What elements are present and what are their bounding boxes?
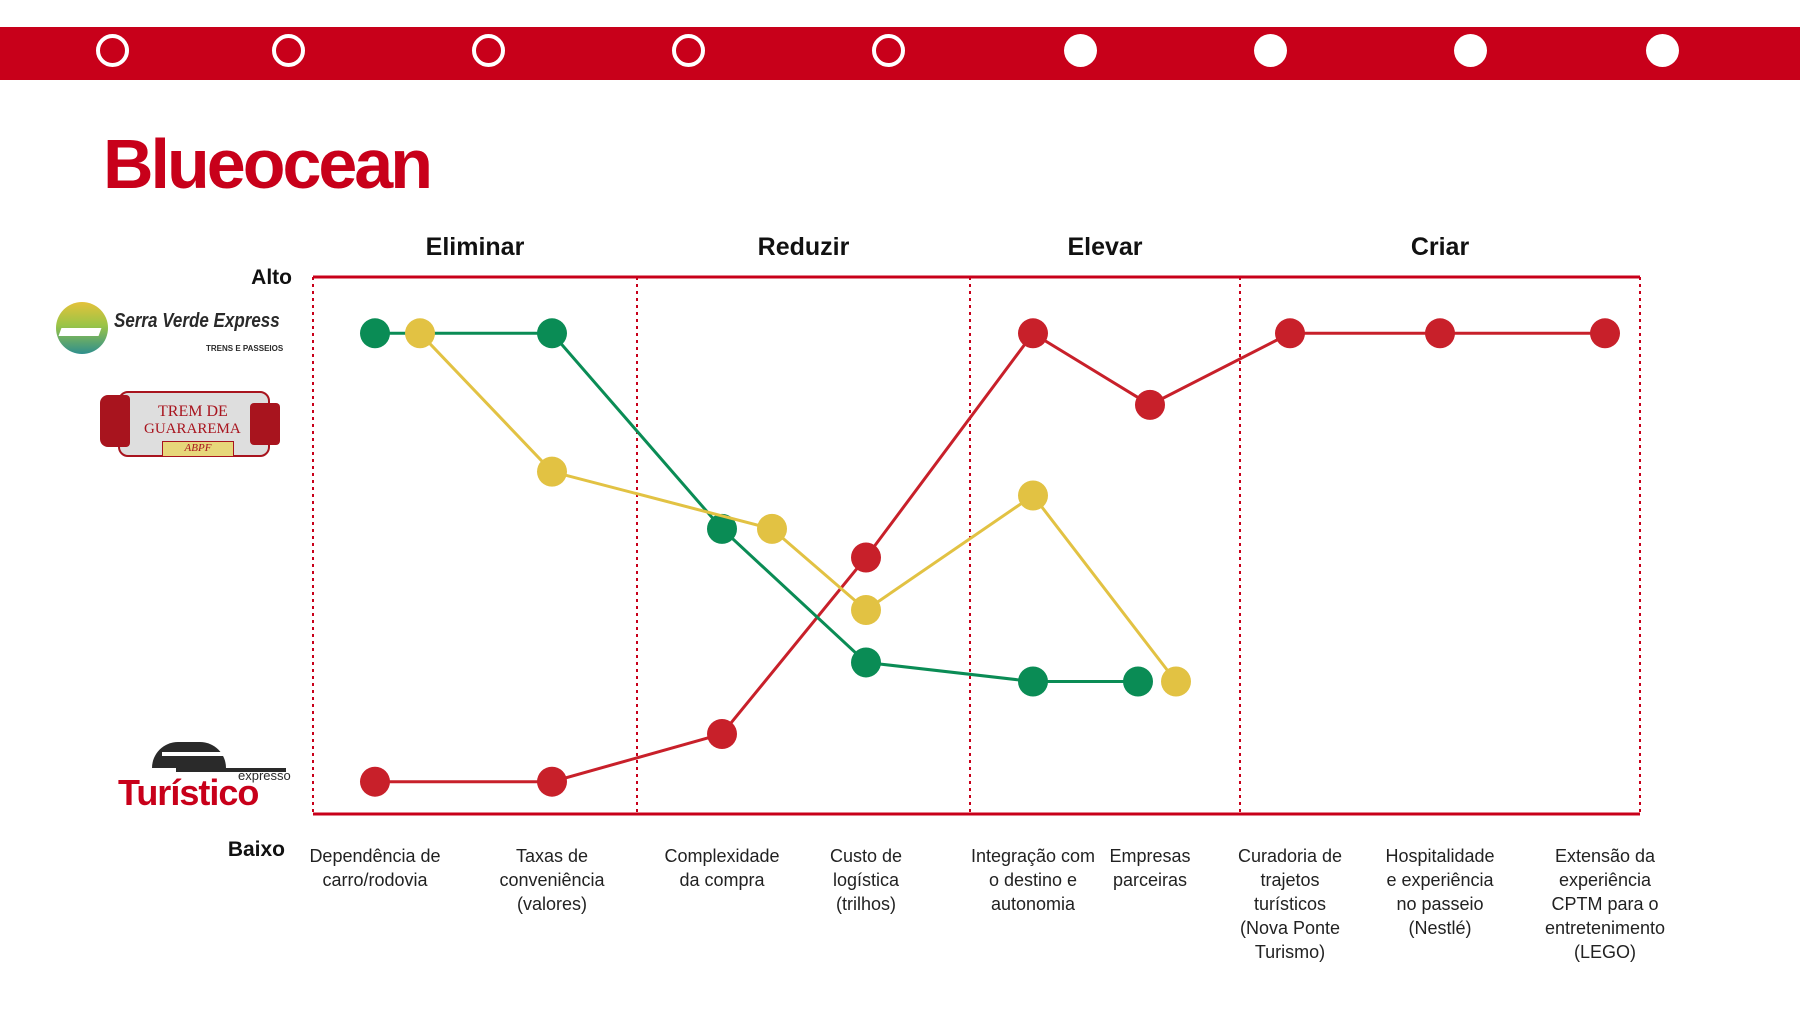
section-labels: Eliminar Reduzir Elevar Criar [426,233,1470,261]
progress-dot-2 [272,34,305,67]
series-2-point-1 [360,318,390,349]
y-low-label: Baixo [228,838,285,861]
series-layer [360,318,1620,797]
category-label-9: Extensão da experiência CPTM para o entrete… [1545,846,1665,962]
category-labels: Dependência de carro/rodovia Taxas de conve… [309,846,1665,962]
category-label-5: Integração com o destino e autonomia [971,846,1095,914]
series-3-point-4 [851,594,881,625]
locomotive-icon [100,395,130,447]
series-1-point-7 [1275,318,1305,349]
serra-verde-emblem-icon [56,302,108,354]
progress-dot-9 [1646,34,1679,67]
series-1-point-2 [537,766,567,797]
progress-dot-7 [1254,34,1287,67]
series-2-point-4 [851,647,881,678]
category-label-8: Hospitalidade e experiência no passeio (Nes… [1385,846,1494,938]
chart-frame [312,275,1641,816]
serra-verde-logo-subtitle: TRENS E PASSEIOS [206,344,284,353]
series-1-point-6 [1135,389,1165,420]
trem-guararema-line1: TREM DE [158,403,228,420]
series-2-line [375,331,1138,684]
axis-words: Alto Baixo [228,266,292,861]
top-progress-bar [0,27,1800,80]
series-3 [405,318,1191,697]
train-icon [152,742,272,768]
rail-icon [176,768,286,772]
series-3-point-3 [757,513,787,544]
series-2-point-6 [1123,666,1153,697]
series-2-point-5 [1018,666,1048,697]
series-3-point-5 [1018,480,1048,511]
train-car-icon [250,403,280,445]
category-label-6: Empresas parceiras [1109,846,1190,890]
section-label-elevar: Elevar [1067,233,1142,261]
category-label-3: Complexidade da compra [664,846,779,890]
expresso-turistico-logo: expresso Turístico [118,738,300,813]
section-label-eliminar: Eliminar [426,233,525,261]
series-1-point-3 [707,718,737,749]
series-2 [360,318,1153,697]
expresso-turistico-big: Turístico [118,772,259,813]
series-3-point-1 [405,318,435,349]
progress-dot-5 [872,34,905,67]
section-label-reduzir: Reduzir [758,233,850,261]
progress-dot-3 [472,34,505,67]
progress-dot-6 [1064,34,1097,67]
trem-guararema-badge: ABPF [162,441,234,457]
series-1-line [375,331,1605,784]
page-title: Blueocean [103,125,433,203]
series-1-point-4 [851,542,881,573]
series-3-point-6 [1161,666,1191,697]
expresso-turistico-small: expresso [238,768,291,783]
trem-guararema-line2: GUARAREMA [144,421,241,437]
category-label-1: Dependência de carro/rodovia [309,846,440,890]
series-1-point-9 [1590,318,1620,349]
section-label-criar: Criar [1411,233,1470,261]
series-1-point-5 [1018,318,1048,349]
serra-verde-logo-name: Serra Verde Express [114,310,280,332]
series-1-point-1 [360,766,390,797]
serra-verde-logo: Serra Verde Express TRENS E PASSEIOS [56,298,288,358]
progress-dot-1 [96,34,129,67]
category-label-7: Curadoria de trajetos turísticos (Nova Pont… [1238,846,1342,962]
trem-guararema-logo: TREM DE GUARAREMA ABPF [100,385,280,471]
series-1-point-8 [1425,318,1455,349]
y-high-label: Alto [251,266,292,289]
series-1 [360,318,1620,797]
category-label-2: Taxas de conveniência (valores) [499,846,605,914]
progress-dot-8 [1454,34,1487,67]
category-label-4: Custo de logística (trilhos) [830,846,902,914]
series-3-point-2 [537,456,567,487]
series-2-point-3 [707,513,737,544]
series-2-point-2 [537,318,567,349]
series-3-line [418,332,1178,683]
progress-dot-4 [672,34,705,67]
